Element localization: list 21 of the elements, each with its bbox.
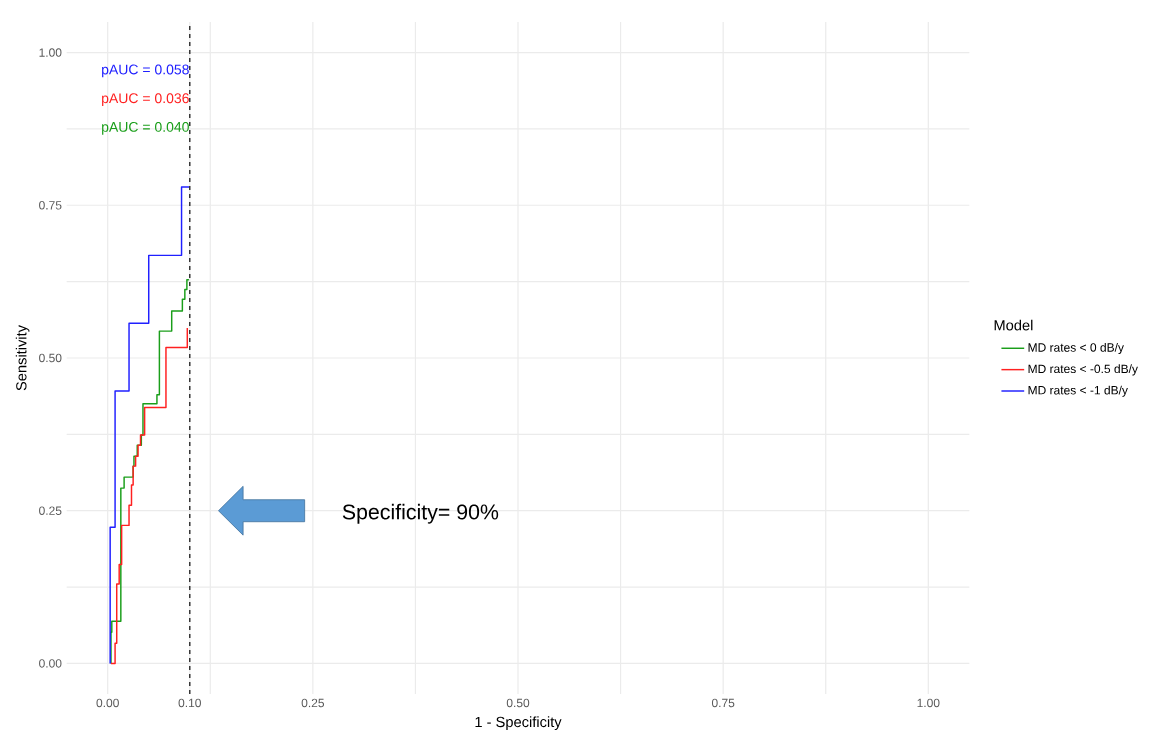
legend-label: MD rates < -0.5 dB/y xyxy=(1028,364,1138,376)
y-tick-label: 0.75 xyxy=(39,201,62,210)
y-tick-label: 0.25 xyxy=(39,506,62,515)
annotation: Specificity= 90% xyxy=(342,503,499,524)
x-tick-label: 0.25 xyxy=(301,698,325,708)
x-axis-title: 1 - Specificity xyxy=(475,716,562,731)
annotation: pAUC = 0.036 xyxy=(102,93,189,106)
y-tick-label: 1.00 xyxy=(39,48,62,57)
x-tick-label: 0.10 xyxy=(178,698,201,708)
annotation: pAUC = 0.040 xyxy=(102,121,189,135)
y-tick-label: 0.50 xyxy=(39,353,62,363)
legend-label: MD rates < -1 dB/y xyxy=(1028,385,1128,397)
y-tick-label: 0.00 xyxy=(39,659,62,668)
annotation: pAUC = 0.058 xyxy=(102,64,189,78)
x-tick-label: 0.50 xyxy=(506,698,530,708)
legend-label: MD rates < 0 dB/y xyxy=(1028,342,1124,355)
x-tick-label: 1.00 xyxy=(917,698,940,708)
legend-title: Model xyxy=(994,319,1033,331)
x-tick-label: 0.75 xyxy=(711,698,735,708)
x-tick-label: 0.00 xyxy=(96,698,119,708)
y-axis-title: Sensitivity xyxy=(15,325,30,391)
